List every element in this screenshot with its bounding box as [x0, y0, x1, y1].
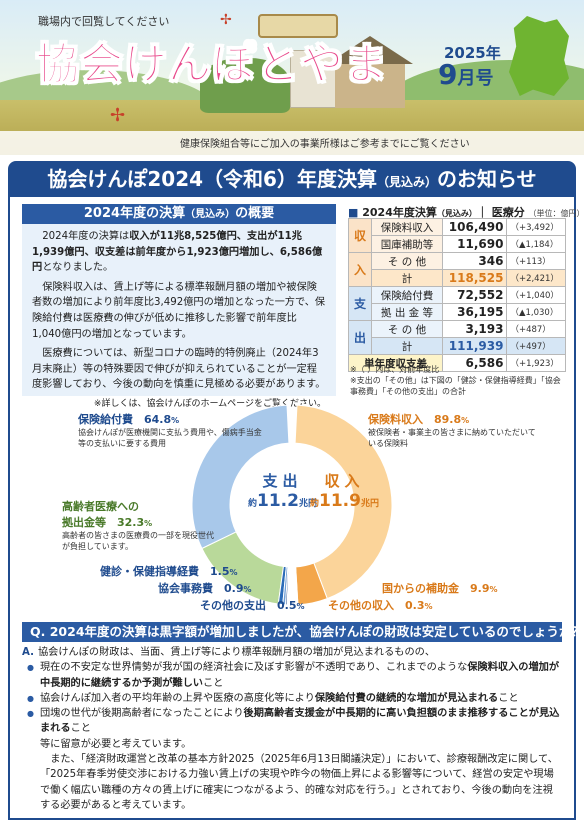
dragonfly-icon: ✢	[110, 105, 126, 126]
house-illustration	[327, 36, 413, 108]
balance-label: 単年度収支差	[347, 354, 444, 372]
issue-month: 9月号	[438, 58, 494, 91]
expense-group-label: 支	[348, 286, 372, 321]
table-row: 計 118,525 （+2,421）	[349, 269, 566, 287]
table-row: 拠 出 金 等 36,195 （▲1,030）	[349, 303, 566, 321]
qa-answer: A. 協会けんぽの財政は、当面、賃上げ等により標準報酬月額の増加が見込まれるものの…	[22, 645, 562, 813]
issue-year: 2025年	[444, 44, 501, 62]
benefits-label: 保険給付費 64.8% 協会けんぽが医療機関に支払う費用や、傷病手当金等の支払い…	[78, 413, 262, 448]
overview-note: ※詳しくは、協会けんぽのホームページをご覧ください。	[93, 398, 326, 409]
row-label: そ の 他	[370, 320, 444, 338]
row-change: （+1,923）	[506, 354, 566, 372]
row-value: 106,490	[442, 218, 508, 236]
income-center-label: 収入 約11.9兆円	[310, 470, 379, 511]
overview-heading: 2024年度の決算（見込み）の概要	[22, 204, 336, 224]
section-banner: 協会けんぽ2024（令和6）年度決算（見込み）のお知らせ	[8, 161, 576, 197]
subsidy-label: 国からの補助金 9.9%	[382, 582, 498, 595]
income-slice-2	[294, 566, 299, 606]
qa-question: Q. 2024年度の決算は黒字額が増加しましたが、協会けんぽの財政は安定している…	[22, 622, 584, 642]
header-illustration	[0, 0, 584, 155]
list-item: 現在の不安定な世界情勢が我が国の経済社会に及ぼす影響が不透明であり、これまでのよ…	[27, 660, 562, 691]
row-label: 拠 出 金 等	[370, 303, 444, 321]
expense-group-label: 出	[348, 320, 372, 355]
toyama-map-icon	[509, 16, 569, 96]
income-center-amount: 約11.9兆円	[310, 491, 379, 511]
income-group-label: 収	[348, 218, 372, 253]
row-change: （+487）	[506, 320, 566, 338]
elderly-contribution-label: 高齢者医療への 拠出金等 32.3% 高齢者の皆さまの医療費の一部を現役世代が負…	[62, 500, 214, 551]
table-row: 入 そ の 他 346 （+113）	[348, 252, 566, 287]
answer-intro: A. 協会けんぽの財政は、当面、賃上げ等により標準報酬月額の増加が見込まれるものの…	[22, 647, 436, 658]
expense-center-amount: 約11.2兆円	[248, 491, 317, 511]
overview-text: 2024年度の決算は収入が11兆8,525億円、支出が11兆1,939億円、収支…	[22, 224, 336, 409]
donut-chart-svg	[191, 404, 393, 606]
list-item: 団塊の世代が後期高齢者になったことにより後期高齢者支援金が中長期的に高い負担額の…	[27, 706, 562, 737]
answer-paragraph: 等に留意が必要と考えています。	[40, 738, 192, 750]
row-change: （+2,421）	[506, 269, 566, 287]
row-change: （+497）	[506, 337, 566, 355]
train-illustration	[258, 14, 338, 38]
row-value: 36,195	[442, 303, 508, 321]
income-total-value: 118,525	[442, 269, 508, 287]
table-note: ※支出の「その他」は下図の「健診・保健指導経費」「協会事務費」「その他の支出」の…	[350, 376, 561, 396]
content-frame	[8, 197, 576, 820]
row-label: 保険給付費	[370, 286, 444, 304]
income-group-label: 入	[348, 252, 372, 287]
row-label: 国庫補助等	[370, 235, 444, 253]
header-note-bar	[0, 131, 584, 155]
answer-paragraph: また、「経済財政運営と改革の基本方針2025（2025年6月13日閣議決定）」に…	[40, 754, 558, 811]
checkup-label: 健診・保健指導経費 1.5%	[100, 565, 238, 578]
expense-center-label: 支出 約11.2兆円	[248, 470, 317, 511]
income-center-title: 収入	[324, 472, 365, 490]
building-illustration	[290, 50, 336, 108]
table-note: ※（ ）内は、対前年度比	[350, 365, 440, 374]
row-change: （+1,040）	[506, 286, 566, 304]
list-item: 協会けんぽ加入者の平均年齢の上昇や医療の高度化等により保険給付費の継続的な増加が…	[27, 691, 562, 707]
row-label: 計	[370, 337, 444, 355]
results-table: 収 保険料収入 106,490 （+3,492） 国庫補助等 11,690 （▲…	[347, 218, 566, 372]
table-row: 国庫補助等 11,690 （▲1,184）	[349, 235, 566, 253]
row-change: （▲1,030）	[506, 303, 566, 321]
row-change: （+113）	[506, 252, 566, 270]
expense-slice-4	[284, 566, 290, 606]
row-change: （+3,492）	[506, 218, 566, 236]
magazine-title: 協会けんぽとやま	[36, 40, 388, 91]
expense-slice-0	[191, 404, 290, 550]
answer-list: 現在の不安定な世界情勢が我が国の経済社会に及ぼす影響が不透明であり、これまでのよ…	[22, 660, 562, 736]
row-value: 3,193	[442, 320, 508, 338]
row-change: （▲1,184）	[506, 235, 566, 253]
table-row: 単年度収支差 6,586 （+1,923）	[347, 354, 566, 372]
premium-label: 保険料収入 89.8% 被保険者・事業主の皆さまに納めていただいている保険料	[368, 413, 536, 448]
results-table-caption: ■ 2024年度決算（見込み）｜ 医療分 （単位：億円）	[348, 206, 584, 219]
table-row: 収 保険料収入 106,490 （+3,492）	[348, 218, 566, 253]
table-row: 支 保険給付費 72,552 （+1,040）	[348, 286, 566, 321]
other-expense-label: その他の支出 0.5%	[200, 599, 305, 612]
table-row: 計 111,939 （+497）	[349, 337, 566, 355]
overview-paragraph: 2024年度の決算は収入が11兆8,525億円、支出が11兆1,939億円、収支…	[32, 231, 323, 274]
overview-paragraph: 医療費については、新型コロナの臨時的特例廃止（2024年3月末廃止）等の特殊要因…	[32, 348, 326, 391]
row-label: 計	[370, 269, 444, 287]
income-slice-0	[294, 404, 393, 600]
expense-total-value: 111,939	[442, 337, 508, 355]
dragonfly-icon: ✢	[220, 12, 232, 28]
header-note: 健康保険組合等にご加入の事業所様はご参考までにご覧ください	[180, 139, 470, 150]
row-value: 346	[442, 252, 508, 270]
balance-value: 6,586	[442, 354, 508, 372]
trees-illustration	[200, 58, 290, 113]
circulation-tagline: 職場内で回覧してください	[38, 15, 170, 28]
other-income-label: その他の収入 0.3%	[328, 599, 433, 612]
overview-paragraph: 保険料収入は、賃上げ等による標準報酬月額の増加や被保険者数の増加により前年度比3…	[32, 281, 326, 340]
budget-donut-charts	[0, 400, 584, 620]
row-label: 保険料収入	[370, 218, 444, 236]
row-value: 72,552	[442, 286, 508, 304]
expense-center-title: 支出	[262, 472, 303, 490]
admin-cost-label: 協会事務費 0.9%	[158, 582, 252, 595]
table-row: 出 そ の 他 3,193 （+487）	[348, 320, 566, 355]
row-label: そ の 他	[370, 252, 444, 270]
row-value: 11,690	[442, 235, 508, 253]
